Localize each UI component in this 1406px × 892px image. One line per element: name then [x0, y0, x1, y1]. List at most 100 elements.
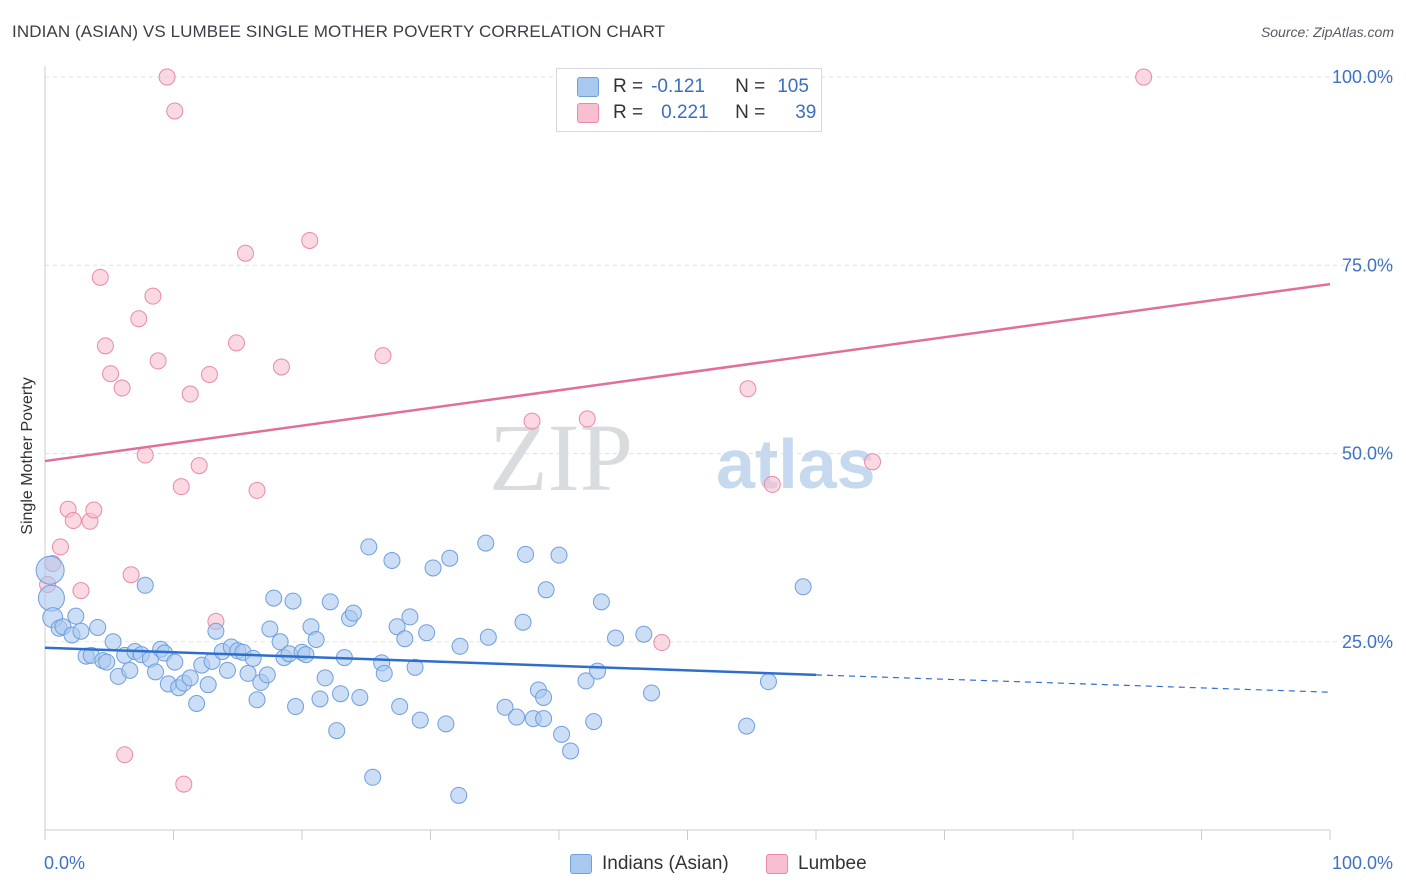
lumbee-point: [190, 457, 208, 475]
lumbee-point: [578, 410, 596, 428]
indians-asian-point: [517, 545, 535, 563]
indians-asian-point: [207, 622, 225, 640]
lumbee-trend-line: [44, 282, 1331, 463]
indians-asian-point: [89, 618, 107, 636]
lumbee-point: [175, 775, 193, 793]
indians-asian-point: [147, 663, 165, 681]
lumbee-point: [200, 365, 218, 383]
indians-asian-point: [441, 549, 459, 567]
indians-asian-trend-line: [44, 646, 817, 677]
indians-asian-point: [391, 698, 409, 716]
indians-asian-point: [265, 589, 283, 607]
y-tick-label: 25.0%: [1342, 632, 1393, 652]
y-tick-label: 75.0%: [1342, 255, 1393, 275]
indians-asian-point: [537, 581, 555, 599]
indians-asian-point: [321, 593, 339, 611]
indians-asian-point: [477, 534, 495, 552]
indians-asian-point: [239, 664, 257, 682]
chart-title: INDIAN (ASIAN) VS LUMBEE SINGLE MOTHER P…: [12, 22, 666, 41]
indians-asian-point: [411, 711, 429, 729]
legend-swatch-indians-asian: [577, 77, 599, 97]
indians-asian-point: [607, 629, 625, 647]
legend-row-lumbee: R = 0.221 N = 39: [577, 101, 816, 125]
lumbee-point: [227, 334, 245, 352]
indians-asian-point: [199, 676, 217, 694]
indians-asian-point: [121, 661, 139, 679]
indians-asian-point: [759, 673, 777, 691]
indians-asian-point: [261, 620, 279, 638]
lumbee-point: [64, 512, 82, 530]
indians-asian-point: [562, 742, 580, 760]
indians-asian-point: [271, 633, 289, 651]
legend-row-indians-asian: R = -0.121 N = 105: [577, 75, 809, 99]
indians-asian-point: [344, 604, 362, 622]
indians-asian-trend-extension: [815, 674, 1331, 693]
lumbee-point: [172, 478, 190, 496]
lumbee-point: [272, 358, 290, 376]
indians-asian-point: [635, 625, 653, 643]
indians-asian-point: [535, 688, 553, 706]
indians-asian-point: [424, 559, 442, 577]
lumbee-point: [136, 446, 154, 464]
legend-swatch-lumbee: [577, 103, 599, 123]
indians-asian-point: [258, 666, 276, 684]
lumbee-point: [653, 634, 671, 652]
indians-asian-point: [535, 710, 553, 728]
indians-asian-point: [508, 708, 526, 726]
indians-asian-point: [592, 593, 610, 611]
lumbee-point: [236, 244, 254, 262]
indians-asian-point: [307, 631, 325, 649]
indians-asian-point: [360, 538, 378, 556]
correlation-legend: R = -0.121 N = 105 R = 0.221 N = 39: [556, 68, 822, 132]
lumbee-point: [166, 102, 184, 120]
legend-n-label: N =: [735, 102, 766, 123]
bottom-legend-label-lumbee: Lumbee: [798, 853, 867, 874]
indians-asian-point: [383, 551, 401, 569]
lumbee-point: [181, 385, 199, 403]
indians-asian-point: [104, 633, 122, 651]
lumbee-point: [144, 287, 162, 305]
indians-asian-point: [375, 664, 393, 682]
indians-asian-point: [136, 576, 154, 594]
indians-asian-point: [437, 715, 455, 733]
legend-n-value: 105: [777, 76, 809, 97]
legend-n-value: 39: [795, 102, 817, 123]
y-tick-label: 100.0%: [1332, 67, 1393, 87]
watermark-zip: ZIP: [489, 404, 633, 511]
legend-r-value: 0.221: [661, 102, 709, 123]
indians-asian-point: [316, 669, 334, 687]
lumbee-point: [374, 347, 392, 365]
indians-asian-point: [577, 672, 595, 690]
watermark: ZIP atlas: [489, 404, 876, 511]
y-axis-label: Single Mother Poverty: [19, 377, 36, 535]
axes: [44, 66, 1331, 840]
x-tick-label: 100.0%: [1332, 853, 1393, 873]
indians-asian-point: [188, 695, 206, 713]
lumbee-point: [102, 365, 120, 383]
indians-asian-point: [401, 608, 419, 626]
indians-asian-point: [364, 768, 382, 786]
bottom-legend-swatch-indians-asian: [570, 854, 592, 874]
lumbee-point: [130, 310, 148, 328]
indians-asian-point: [218, 661, 236, 679]
legend-r-label: R =: [613, 76, 644, 97]
indians-asian-point: [244, 649, 262, 667]
lumbee-point: [72, 582, 90, 600]
lumbee-point: [739, 380, 757, 398]
indians-asian-point: [37, 584, 65, 612]
indians-asian-point: [450, 786, 468, 804]
indians-asian-point: [72, 622, 90, 640]
indians-asian-point: [794, 578, 812, 596]
lumbee-point: [85, 501, 103, 519]
lumbee-point: [248, 481, 266, 499]
lumbee-point: [96, 337, 114, 355]
lumbee-point: [113, 379, 131, 397]
tick-labels: 25.0% 50.0% 75.0% 100.0% 0.0% 100.0%: [44, 67, 1393, 873]
legend-r-value: -0.121: [651, 76, 705, 97]
lumbee-point: [91, 268, 109, 286]
bottom-legend-lumbee: Lumbee: [766, 852, 867, 876]
indians-asian-point: [311, 690, 329, 708]
indians-asian-point: [451, 637, 469, 655]
source-credit: Source: ZipAtlas.com: [1260, 24, 1394, 40]
